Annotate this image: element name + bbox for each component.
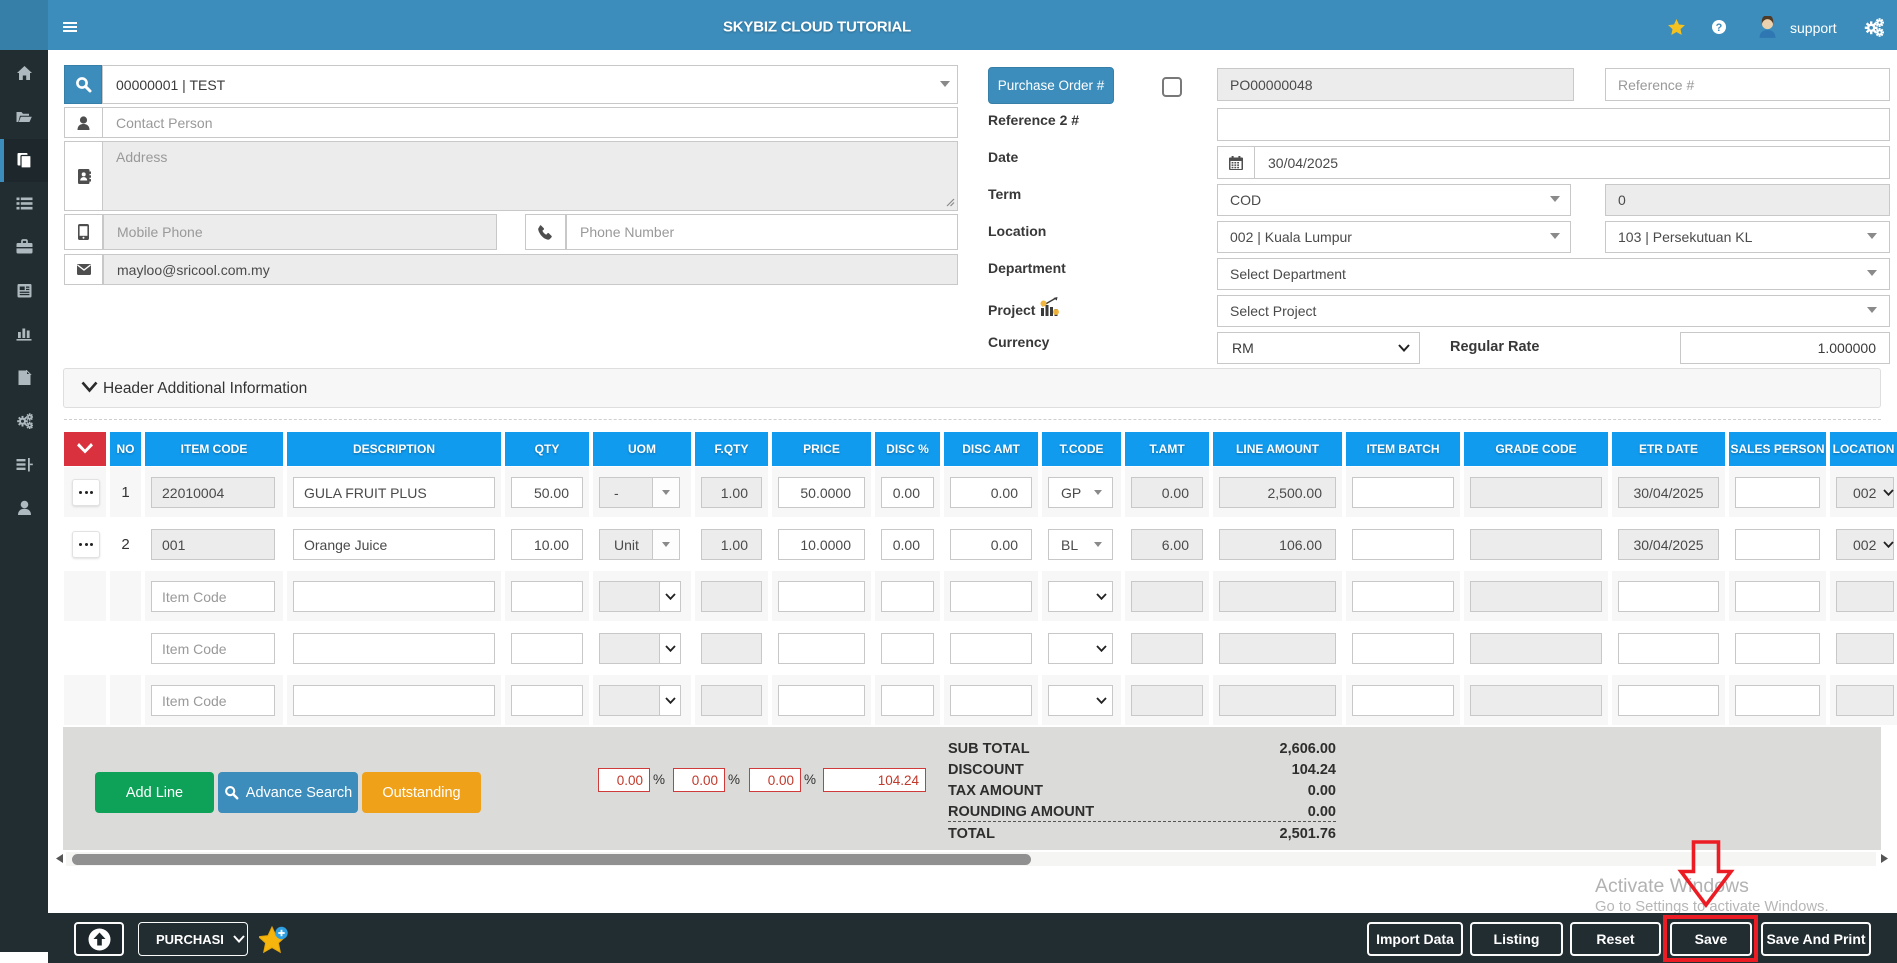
svg-text:?: ? <box>1716 22 1723 34</box>
